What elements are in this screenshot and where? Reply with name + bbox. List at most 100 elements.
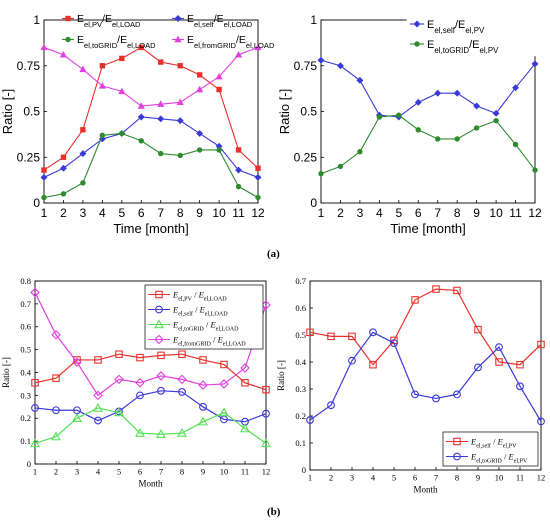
data-point xyxy=(369,328,377,337)
legend-item: Eel,self / Eel,PV xyxy=(446,436,517,449)
data-point xyxy=(216,147,222,153)
plot-frame xyxy=(309,280,542,471)
data-point xyxy=(516,382,524,391)
data-point xyxy=(415,127,421,133)
x-tick-label: 7 xyxy=(159,467,163,477)
data-point xyxy=(114,374,124,385)
data-point xyxy=(137,113,145,121)
data-point xyxy=(199,356,207,364)
y-tick-label: 0.7 xyxy=(20,299,31,309)
x-tick-label: 2 xyxy=(54,467,58,477)
y-tick-label: 0.2 xyxy=(20,413,31,423)
data-point xyxy=(196,85,204,93)
data-point xyxy=(411,296,419,304)
legend-swatch-marker xyxy=(174,15,182,22)
data-point xyxy=(512,141,519,148)
series-1 xyxy=(40,113,262,181)
caption-b: (b) xyxy=(267,506,281,518)
x-tick-label: 3 xyxy=(357,206,364,220)
data-point xyxy=(348,332,356,341)
chart-b-right: 1 2 3 4 5 6 7 8 9 10 11 1200.10.20.30.40.50.60.7Mon… xyxy=(276,276,545,495)
data-point xyxy=(60,191,67,197)
y-tick-label: 0.5 xyxy=(300,105,317,119)
x-tick-label: 2 xyxy=(337,206,344,220)
y-tick-label: 0 xyxy=(27,459,31,469)
y-tick-label: 1 xyxy=(33,13,40,27)
data-point xyxy=(337,163,344,170)
data-point xyxy=(99,132,106,138)
data-point xyxy=(80,180,86,186)
data-point xyxy=(241,379,249,387)
series-line xyxy=(320,114,536,175)
data-point xyxy=(178,350,186,358)
series-0 xyxy=(31,350,270,394)
data-point xyxy=(94,416,102,425)
data-point xyxy=(60,154,67,160)
x-tick-label: 4 xyxy=(99,206,106,220)
y-tick-label: 0.6 xyxy=(295,303,306,313)
data-point xyxy=(157,100,165,107)
chart-b-left: 1 2 3 4 5 6 7 8 9 10 11 1200.10.20.30.40.50.60.70.8… xyxy=(1,276,271,489)
x-tick-label: 10 xyxy=(220,467,229,477)
data-point xyxy=(119,130,125,137)
x-tick-label: 12 xyxy=(537,473,546,483)
legend-swatch-marker xyxy=(413,20,421,28)
data-point xyxy=(531,60,539,68)
data-point xyxy=(94,356,102,364)
data-point xyxy=(495,358,503,366)
x-tick-label: 5 xyxy=(117,467,121,477)
series-2 xyxy=(30,402,271,448)
y-tick-label: 0.2 xyxy=(295,411,306,421)
data-point xyxy=(99,63,106,69)
data-point xyxy=(473,102,481,110)
x-tick-label: 5 xyxy=(118,206,125,220)
x-tick-label: 8 xyxy=(455,473,459,483)
x-tick-label: 7 xyxy=(434,473,438,483)
y-tick-label: 0.5 xyxy=(20,345,31,355)
data-point xyxy=(176,98,184,106)
data-point xyxy=(40,173,48,181)
data-point xyxy=(396,112,402,118)
data-point xyxy=(434,89,442,97)
data-point xyxy=(137,102,145,109)
series-line xyxy=(309,331,542,422)
data-point xyxy=(262,409,270,418)
legend-label: Eel,toGRID/Eel,PV xyxy=(427,39,499,55)
y-tick-label: 0 xyxy=(302,465,306,475)
y-tick-label: 0.1 xyxy=(295,438,306,448)
x-tick-label: 9 xyxy=(476,473,480,483)
legend: Eel,self/Eel,PV Eel,toGRID/Eel,PV xyxy=(406,11,538,57)
legend-swatch-marker xyxy=(65,15,71,22)
data-point xyxy=(317,56,325,64)
data-point xyxy=(41,194,47,201)
caption-a: (a) xyxy=(267,248,280,260)
data-point xyxy=(157,386,165,395)
y-tick-label: 0.1 xyxy=(20,436,31,446)
y-tick-label: 1 xyxy=(310,13,317,27)
x-tick-label: 6 xyxy=(415,206,422,220)
data-point xyxy=(157,351,165,360)
data-point xyxy=(158,150,164,157)
x-tick-label: 10 xyxy=(212,206,226,220)
y-axis-label: Ratio [-] xyxy=(1,357,11,388)
x-tick-label: 11 xyxy=(232,206,245,220)
series-3 xyxy=(30,287,271,401)
series-0 xyxy=(41,44,261,173)
series-line xyxy=(43,132,259,199)
data-point xyxy=(390,339,398,348)
x-tick-label: 11 xyxy=(516,473,524,483)
data-point xyxy=(196,130,204,137)
series-0 xyxy=(317,56,539,121)
data-point xyxy=(59,50,68,58)
data-point xyxy=(318,171,324,177)
data-point xyxy=(79,65,87,73)
legend-label: Eel,toGRID/Eel,LOAD xyxy=(77,34,156,50)
legend-label: Eel,self/Eel,PV xyxy=(427,19,485,34)
data-point xyxy=(453,286,461,295)
data-point xyxy=(473,125,480,131)
x-tick-label: 10 xyxy=(489,206,503,220)
data-point xyxy=(240,363,250,373)
x-tick-label: 6 xyxy=(138,206,145,220)
data-point xyxy=(357,149,363,155)
